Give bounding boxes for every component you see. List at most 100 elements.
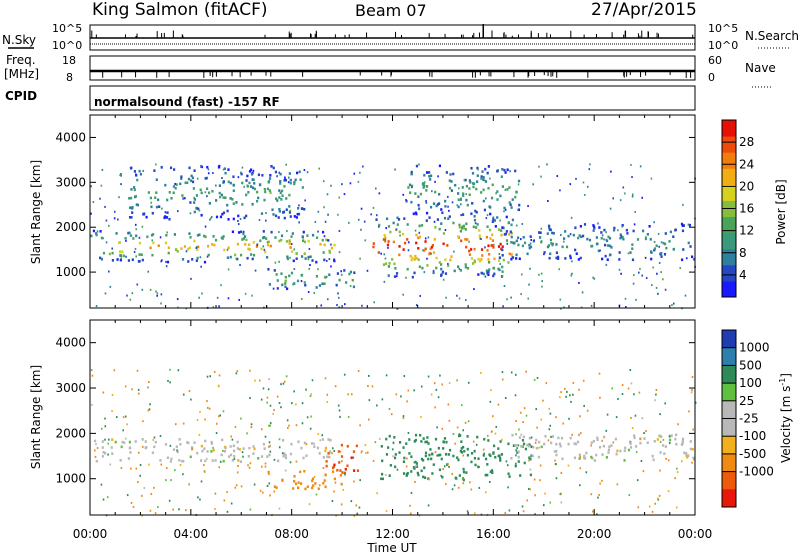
power-cell [215,184,217,187]
noise-trace [89,24,695,45]
velocity-cell [267,388,270,391]
velocity-cell [339,469,342,472]
power-colorbar-swatch [722,232,736,250]
power-cell [574,226,577,230]
power-cell [456,294,458,297]
power-cell [128,215,132,219]
velocity-cell [562,422,565,425]
time-axis: 00:00 04:00 08:00 12:00 16:00 20:00 00:00 [73,527,713,541]
power-cell [154,196,157,200]
velocity-cell [115,416,118,419]
velocity-cell [137,451,140,454]
velocity-cell [282,455,285,458]
velocity-cell [499,459,502,462]
power-cell [289,178,292,182]
velocity-cell [460,404,463,407]
velocity-cell [339,415,341,418]
power-cell [528,283,530,286]
velocity-cell [268,424,270,427]
velocity-cell [215,422,218,425]
power-cell [552,232,556,235]
power-cell [620,272,622,275]
power-cell [601,257,604,261]
velocity-cell [634,414,637,417]
power-cell [298,170,301,174]
power-cell [506,242,509,245]
power-cell [663,252,667,256]
power-cell [477,168,479,171]
power-cell [559,298,562,301]
power-cell [391,258,394,261]
velocity-cell [101,440,104,443]
velocity-cell [676,467,678,470]
velocity-cell [111,438,114,441]
power-cell [212,172,214,175]
power-cell [395,272,399,275]
power-cell [226,248,229,251]
velocity-cell [689,447,692,451]
velocity-cell [378,437,381,440]
velocity-cell [176,450,179,454]
x-tick-label: 08:00 [274,527,309,541]
power-cell [406,223,409,226]
power-cell [138,169,141,173]
power-cell [461,225,464,229]
velocity-cell [414,433,418,437]
velocity-cell [122,429,125,432]
velocity-cell [478,465,480,468]
nsearch-label: N.Search [745,29,799,43]
power-cell [222,211,226,215]
velocity-cell [198,433,201,436]
power-cell [375,214,378,217]
power-cell [323,235,326,238]
velocity-cell [273,458,276,461]
velocity-cell [127,457,130,460]
power-cell [690,255,694,259]
velocity-cell [462,429,465,432]
power-cell [236,257,239,261]
power-cell [689,245,692,248]
power-cell [529,235,532,238]
velocity-cell [247,454,250,458]
power-cell [646,233,649,236]
velocity-cell [337,450,340,453]
power-cell [216,296,219,299]
power-cell [669,230,672,234]
power-cell [237,231,241,234]
power-cell [147,270,150,273]
power-cell [99,256,102,260]
power-cell [444,258,447,261]
power-cell [428,251,432,255]
power-cell [644,256,647,259]
velocity-cell [179,442,182,446]
power-cell [319,242,322,246]
power-cell [289,246,292,249]
power-cell [487,258,490,261]
power-cell [196,234,200,237]
power-cell [508,233,511,236]
velocity-cell [154,512,157,515]
power-cell [135,234,138,238]
power-cell [480,271,483,275]
velocity-cell [544,434,547,438]
velocity-cell [154,440,157,444]
power-cell [377,251,380,254]
velocity-cell [213,370,216,373]
velocity-cell [309,395,312,398]
velocity-cell [559,396,561,399]
velocity-cell [102,498,105,501]
velocity-cell [153,436,156,439]
velocity-cell [427,504,430,507]
power-cell [246,174,249,178]
power-cell [151,211,154,215]
x-tick-label: 20:00 [577,527,612,541]
power-cell [236,242,239,246]
velocity-cell [598,493,600,496]
power-cell [156,292,159,295]
velocity-cell [353,469,356,472]
velocity-cell [130,467,132,470]
velocity-cell [129,451,132,454]
power-cell [429,178,432,181]
power-cell [470,248,473,251]
velocity-cell [137,392,140,395]
